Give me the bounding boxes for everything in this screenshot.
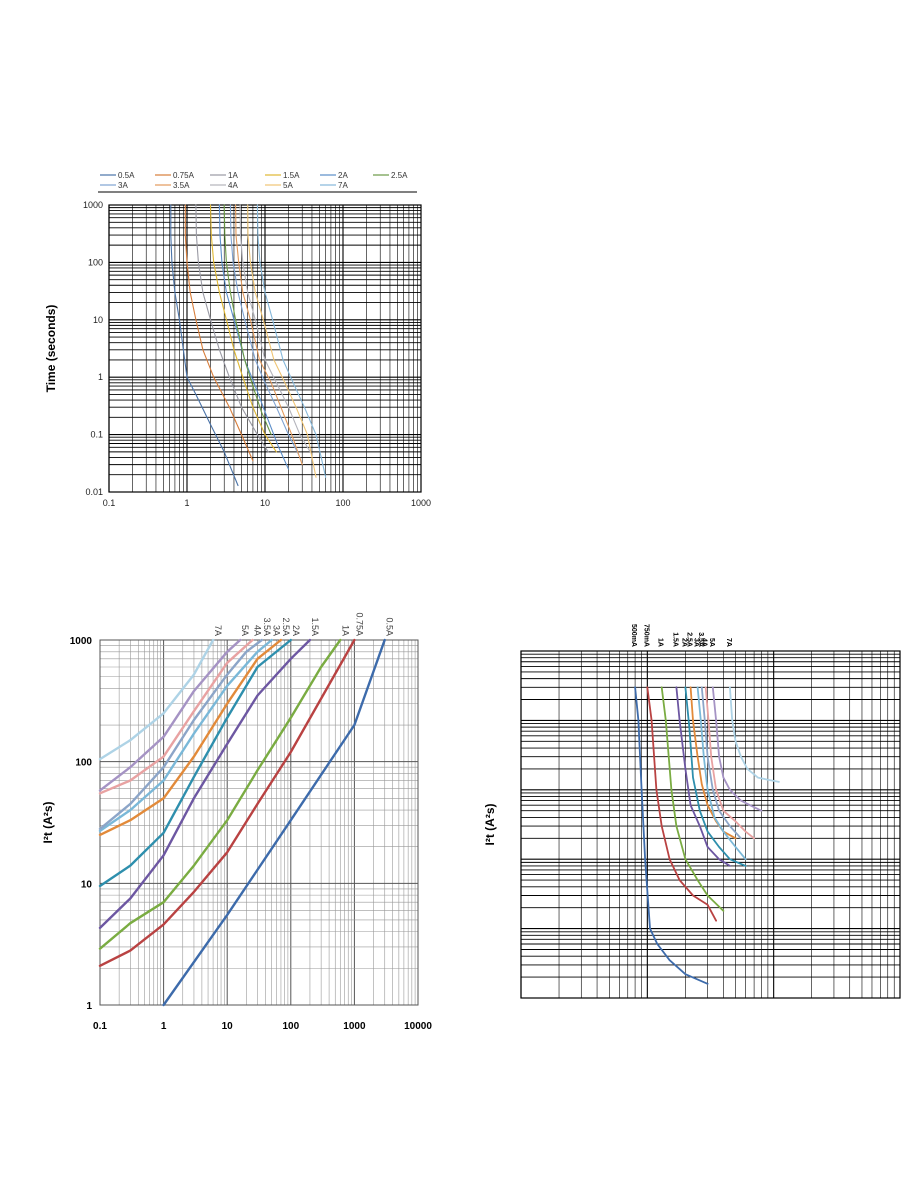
legend-label: 3.5A — [173, 181, 190, 190]
series-label: 2.5A — [281, 617, 291, 636]
series-label: 1A — [340, 625, 350, 636]
series-line-4A — [704, 686, 755, 840]
series-group — [634, 686, 780, 985]
series-label: 3.5A — [697, 632, 704, 647]
series-line-2A — [218, 204, 290, 470]
x-tick-label: 0.1 — [103, 498, 116, 508]
series-line-1A — [660, 686, 725, 912]
series-line-3A — [696, 686, 747, 861]
legend-label: 1A — [228, 171, 238, 180]
legend-label: 2.5A — [391, 171, 408, 180]
y-axis-title: Time (seconds) — [44, 305, 58, 393]
series-line-500mA — [634, 686, 709, 985]
series-line-2A — [98, 638, 292, 888]
y-tick-label: 1 — [98, 372, 103, 382]
series-line-750mA — [646, 686, 717, 922]
legend-label: 2A — [338, 171, 348, 180]
y-tick-label: 100 — [75, 758, 92, 769]
series-label: 0.75A — [354, 612, 364, 636]
series-line-1.5A — [675, 686, 731, 867]
legend-label: 0.75A — [173, 171, 195, 180]
series-line-5A — [98, 638, 242, 792]
series-line-2A — [684, 686, 747, 867]
y-tick-label: 10 — [81, 879, 93, 890]
series-line-2.5A — [98, 638, 283, 837]
series-label: 5A — [240, 625, 250, 636]
y-tick-label: 1000 — [70, 636, 93, 647]
x-tick-label: 0.1 — [93, 1021, 107, 1032]
series-line-1.5A — [98, 638, 312, 930]
series-label: 1A — [657, 638, 664, 647]
series-label: 500mA — [630, 624, 637, 647]
series-line-3A — [229, 204, 300, 456]
series-line-1A — [98, 638, 342, 950]
series-label: 4A — [701, 638, 708, 647]
series-line-1.5A — [209, 204, 277, 453]
y-tick-label: 0.1 — [90, 430, 103, 440]
x-tick-label: 10 — [222, 1021, 234, 1032]
legend-label: 7A — [338, 181, 348, 190]
y-tick-label: 1000 — [83, 200, 103, 210]
y-axis-title: I²t (A²s) — [483, 804, 497, 846]
y-tick-label: 1 — [86, 1001, 92, 1012]
plot-frame — [108, 204, 422, 493]
series-label: 1.5A — [310, 617, 320, 636]
x-tick-label: 100 — [335, 498, 350, 508]
series-line-0.75A — [98, 638, 356, 967]
x-tick-label: 100 — [282, 1021, 299, 1032]
series-label: 7A — [213, 625, 223, 636]
series-line-7A — [98, 638, 215, 761]
series-label: 0.5A — [385, 617, 395, 636]
series-line-0.5A — [170, 204, 239, 487]
series-label: 2.5A — [686, 632, 693, 647]
series-line-3.5A — [235, 204, 303, 466]
plot-frame — [520, 650, 901, 999]
series-line-3.5A — [700, 686, 742, 840]
series-label: 3A — [272, 625, 282, 636]
x-tick-label: 1000 — [411, 498, 431, 508]
legend-label: 5A — [283, 181, 293, 190]
series-line-3.5A — [98, 638, 263, 831]
legend-label: 0.5A — [118, 171, 135, 180]
plot-frame — [99, 639, 419, 1006]
series-label: 4A — [253, 625, 263, 636]
series-line-0.5A — [162, 638, 386, 1007]
x-tick-label: 10 — [260, 498, 270, 508]
series-label: 2A — [680, 638, 687, 647]
series-line-1A — [195, 204, 269, 453]
series-label: 1.5A — [671, 632, 678, 647]
series-label: 750mA — [642, 624, 649, 647]
x-tick-label: 10000 — [404, 1021, 432, 1032]
series-line-4A — [239, 204, 311, 453]
series-label: 7A — [725, 638, 732, 647]
series-label: 3.5A — [262, 617, 272, 636]
series-line-7A — [729, 686, 780, 783]
y-tick-label: 0.01 — [85, 487, 103, 497]
x-tick-label: 1 — [184, 498, 189, 508]
series-label: 3A — [693, 638, 700, 647]
legend-label: 3A — [118, 181, 128, 190]
series-label: 5A — [708, 638, 715, 647]
legend-label: 4A — [228, 181, 238, 190]
series-line-5A — [247, 204, 317, 478]
series-label: 2A — [291, 625, 301, 636]
series-line-7A — [256, 204, 327, 478]
series-line-0.75A — [184, 204, 254, 462]
series-line-4A — [98, 638, 254, 795]
y-tick-label: 10 — [93, 315, 103, 325]
y-tick-label: 100 — [88, 257, 103, 267]
y-axis-title: I²t (A²s) — [41, 802, 55, 844]
series-line-2.5A — [223, 204, 272, 436]
x-tick-label: 1000 — [343, 1021, 366, 1032]
series-line-3A — [98, 638, 273, 833]
x-tick-label: 1 — [161, 1021, 167, 1032]
series-line-5A — [711, 686, 763, 812]
legend-label: 1.5A — [283, 171, 300, 180]
plot-area — [100, 640, 418, 1005]
